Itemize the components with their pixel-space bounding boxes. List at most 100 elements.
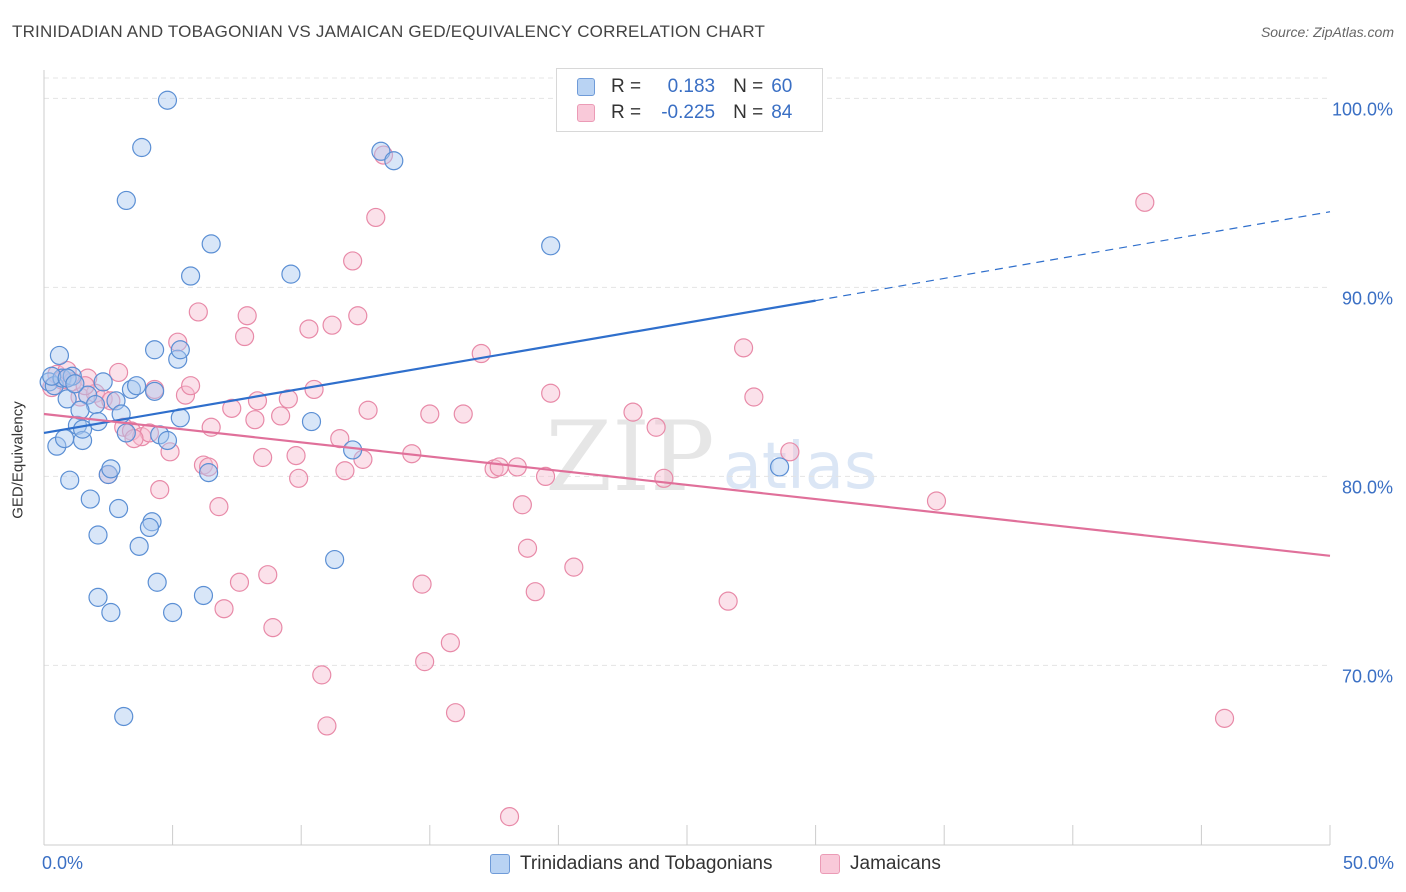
- data-point: [718, 591, 738, 611]
- data-point: [322, 315, 342, 335]
- data-point: [371, 141, 391, 161]
- axes: [43, 70, 1331, 846]
- data-point: [114, 706, 134, 727]
- legend-item-trinidadians[interactable]: Trinidadians and Tobagonians: [490, 852, 772, 876]
- data-point: [126, 376, 147, 396]
- pink-swatch: [577, 104, 595, 122]
- data-point: [335, 461, 355, 481]
- data-point: [312, 665, 332, 685]
- data-point: [654, 468, 674, 488]
- x-tick-min: 0.0%: [42, 853, 84, 873]
- n-label: N =: [733, 102, 764, 123]
- chart-title: TRINIDADIAN AND TOBAGONIAN VS JAMAICAN G…: [12, 22, 766, 41]
- data-point: [57, 389, 77, 409]
- data-point: [245, 410, 265, 430]
- r-value: -0.225: [661, 102, 716, 123]
- data-point: [281, 264, 301, 284]
- data-point: [780, 442, 800, 462]
- watermark-zip: ZIP: [545, 401, 714, 513]
- data-point: [229, 572, 250, 592]
- data-point: [193, 585, 214, 606]
- data-point: [517, 538, 538, 558]
- data-point: [304, 379, 324, 400]
- data-point: [512, 495, 532, 515]
- n-value: 60: [771, 76, 793, 97]
- data-point: [489, 457, 509, 477]
- y-tick-label: 70.0%: [1342, 666, 1393, 686]
- data-point: [541, 383, 561, 403]
- data-point: [188, 302, 208, 322]
- data-point: [42, 366, 62, 386]
- data-point: [317, 716, 337, 736]
- data-point: [54, 428, 75, 449]
- data-point: [343, 251, 363, 271]
- data-point: [366, 207, 386, 228]
- x-tick-max: 50.0%: [1342, 853, 1394, 873]
- data-point: [1214, 708, 1235, 728]
- data-point: [299, 319, 319, 339]
- n-label: N =: [733, 76, 764, 97]
- r-value: 0.183: [667, 76, 716, 97]
- data-point: [343, 440, 363, 460]
- data-point: [222, 398, 242, 418]
- trend-lines: [43, 211, 1331, 557]
- data-point: [116, 423, 136, 443]
- data-point: [157, 430, 178, 451]
- data-point: [214, 599, 234, 619]
- data-point: [253, 447, 273, 468]
- data-point: [258, 565, 278, 585]
- data-point: [201, 234, 221, 254]
- trinidadians-points: [39, 90, 790, 727]
- data-point: [499, 807, 520, 827]
- data-point: [160, 442, 180, 462]
- data-point: [129, 536, 149, 556]
- data-point: [199, 457, 219, 477]
- blue-swatch: [577, 78, 595, 96]
- data-point: [101, 391, 121, 411]
- data-point: [168, 332, 188, 352]
- data-point: [420, 404, 440, 424]
- data-point: [564, 557, 584, 577]
- data-point: [150, 480, 170, 500]
- data-point: [278, 389, 298, 409]
- data-point: [163, 602, 183, 623]
- blue-swatch: [490, 854, 510, 874]
- legend-item-jamaicans[interactable]: Jamaicans: [820, 852, 941, 876]
- data-point: [289, 468, 309, 488]
- data-point: [209, 497, 229, 517]
- data-point: [108, 362, 129, 383]
- legend-row-jamaicans: R = -0.225 N = 84: [577, 101, 792, 125]
- data-point: [116, 190, 136, 211]
- stats-legend: R = 0.183 N = 60 R = -0.225 N = 84: [556, 68, 823, 132]
- data-point: [181, 266, 201, 286]
- data-point: [623, 402, 643, 422]
- y-tick-label: 100.0%: [1332, 99, 1393, 119]
- data-point: [926, 491, 947, 511]
- watermark-atlas: atlas: [723, 430, 878, 504]
- data-point: [325, 549, 345, 570]
- data-point: [139, 517, 160, 538]
- data-point: [101, 459, 121, 479]
- r-label: R =: [611, 102, 642, 123]
- data-point: [744, 387, 764, 407]
- data-point: [144, 381, 165, 401]
- trend-line-trinidadians: [43, 299, 816, 435]
- data-point: [108, 498, 129, 519]
- data-point: [181, 376, 201, 396]
- data-point: [144, 340, 165, 360]
- data-point: [175, 385, 196, 405]
- data-point: [263, 618, 283, 638]
- data-point: [70, 400, 90, 420]
- data-point: [88, 587, 108, 607]
- data-point: [65, 374, 85, 394]
- legend-label: Trinidadians and Tobagonians: [520, 853, 773, 874]
- data-point: [170, 340, 190, 360]
- n-value: 84: [771, 102, 793, 123]
- data-point: [235, 326, 255, 347]
- r-label: R =: [611, 76, 642, 97]
- data-point: [412, 574, 432, 594]
- data-point: [525, 582, 545, 602]
- source-label: Source: ZipAtlas.com: [1260, 24, 1394, 40]
- data-point: [271, 406, 291, 426]
